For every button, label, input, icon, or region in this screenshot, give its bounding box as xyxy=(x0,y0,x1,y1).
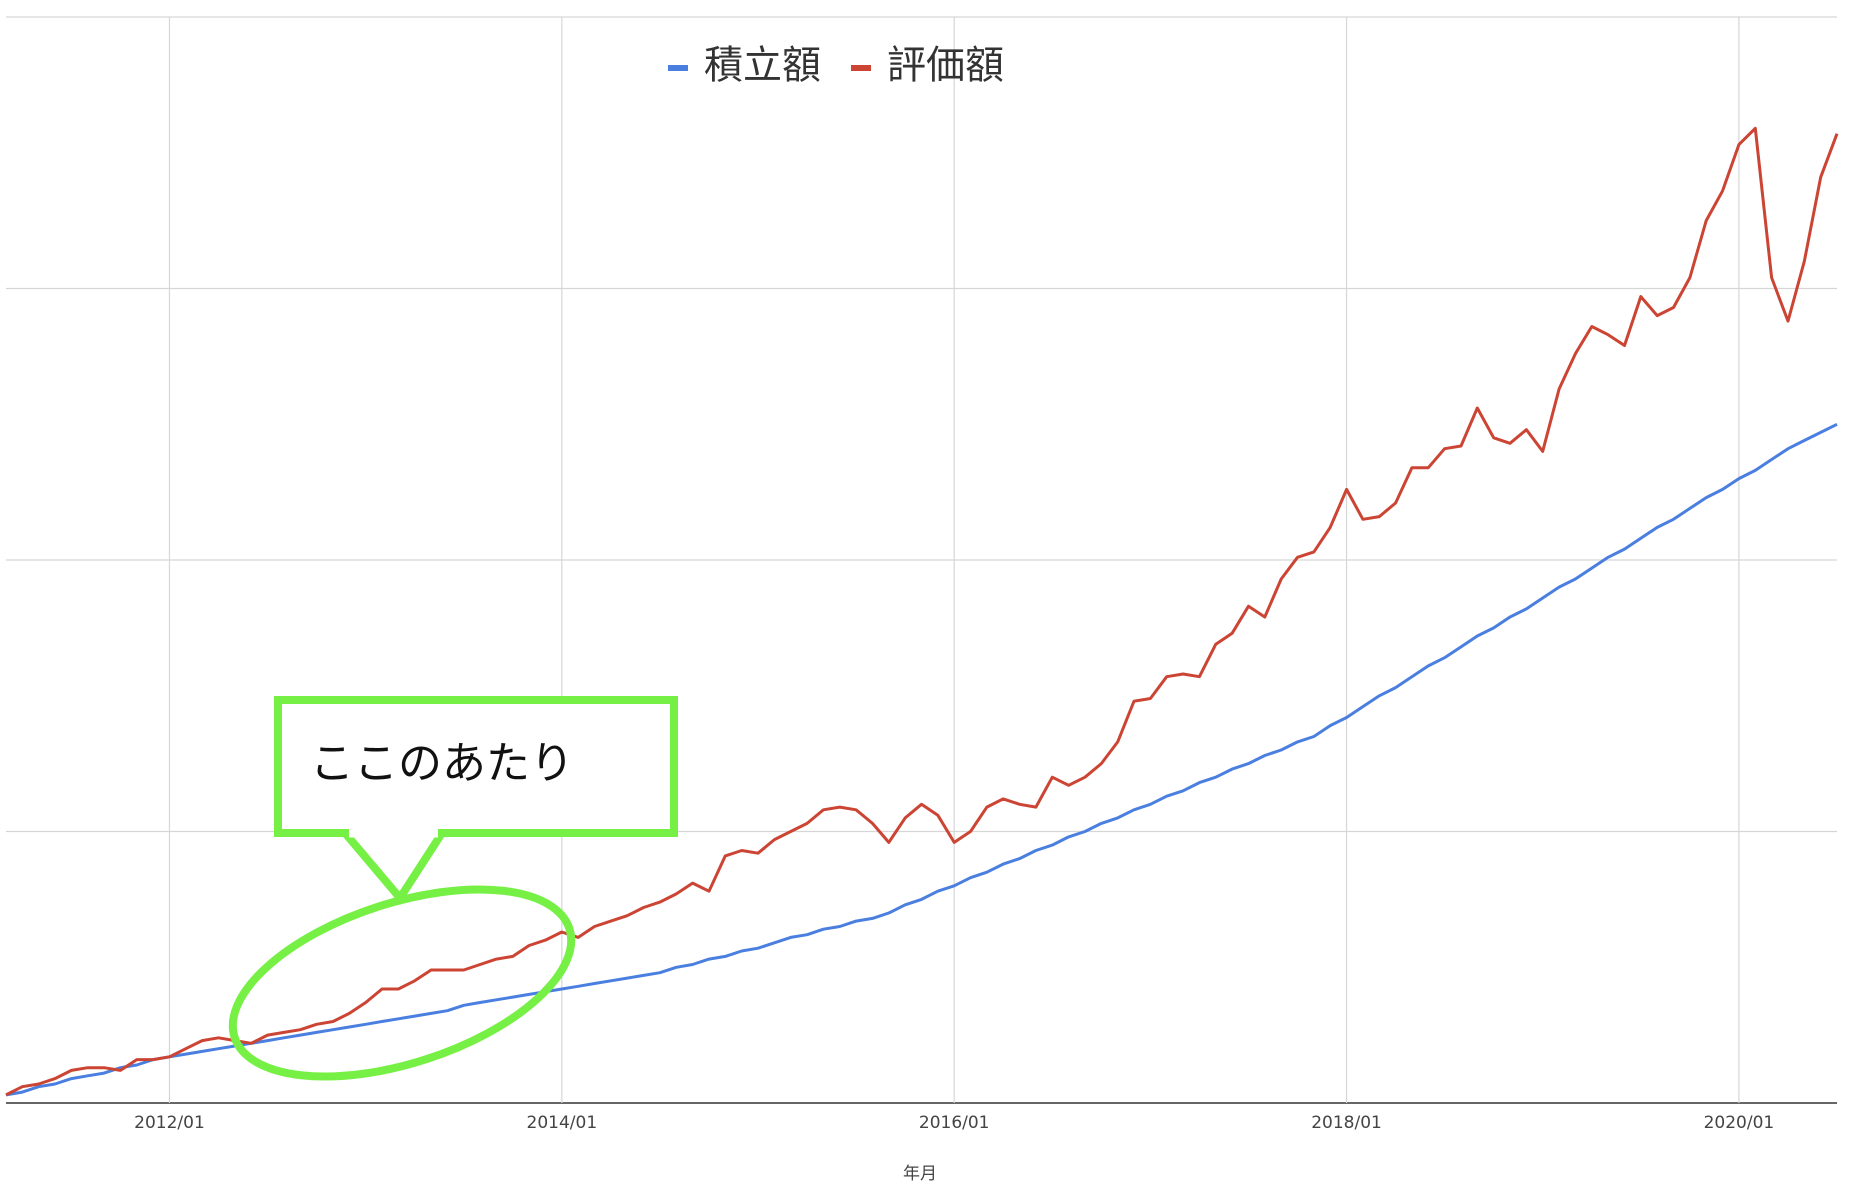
legend-label: 積立額 xyxy=(704,44,821,89)
callout-box xyxy=(274,696,678,837)
plot xyxy=(5,126,1839,1097)
x-tick-label: 2018/01 xyxy=(1311,1113,1382,1133)
grid: 2012/01 2014/01 2016/01 2018/01 2020/01 xyxy=(6,16,1837,1133)
series-line xyxy=(5,126,1839,1097)
x-tick-label: 2012/01 xyxy=(134,1113,205,1133)
x-tick-label: 2020/01 xyxy=(1704,1113,1775,1133)
legend-label: 評価額 xyxy=(887,44,1004,89)
legend-swatch xyxy=(851,65,872,71)
callout-tail xyxy=(336,829,450,905)
x-axis-label: 年月 xyxy=(903,1164,937,1184)
legend-swatch xyxy=(668,65,688,71)
highlight-ellipse xyxy=(228,885,576,1081)
series-line xyxy=(5,422,1838,1097)
annotation: ここのあたり xyxy=(228,696,678,1081)
x-tick-label: 2014/01 xyxy=(527,1113,598,1133)
annotation-text: ここのあたり xyxy=(310,738,574,789)
x-tick-label: 2016/01 xyxy=(919,1113,990,1133)
legend: 積立額 評価額 xyxy=(668,44,1004,89)
